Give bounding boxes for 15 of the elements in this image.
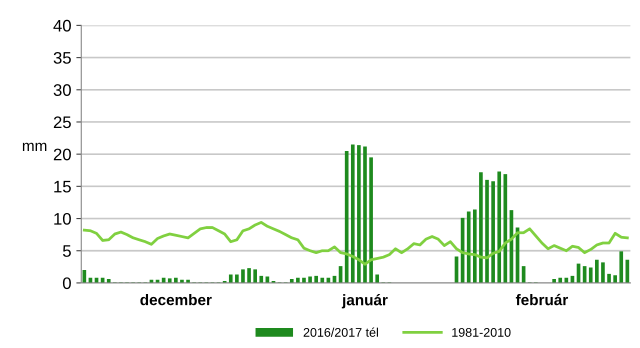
x-tick-label: december <box>140 294 212 306</box>
y-tick-label: 35 <box>54 52 71 64</box>
y-tick-label: 15 <box>54 180 71 193</box>
y-tick-label: 30 <box>54 84 71 96</box>
x-tick-label: február <box>516 294 568 306</box>
y-axis-title: mm <box>22 142 46 151</box>
y-tick-label: 10 <box>54 212 71 225</box>
legend-label: 1981-2010 <box>452 328 511 337</box>
x-tick-label: január <box>342 294 388 308</box>
y-tick-label: 40 <box>53 20 71 32</box>
y-tick-label: 5 <box>62 245 71 257</box>
y-tick-label: 0 <box>62 277 71 290</box>
y-tick-label: 25 <box>54 116 71 128</box>
y-tick-label: 20 <box>54 148 71 160</box>
legend-label: 2016/2017 tél <box>304 328 378 337</box>
